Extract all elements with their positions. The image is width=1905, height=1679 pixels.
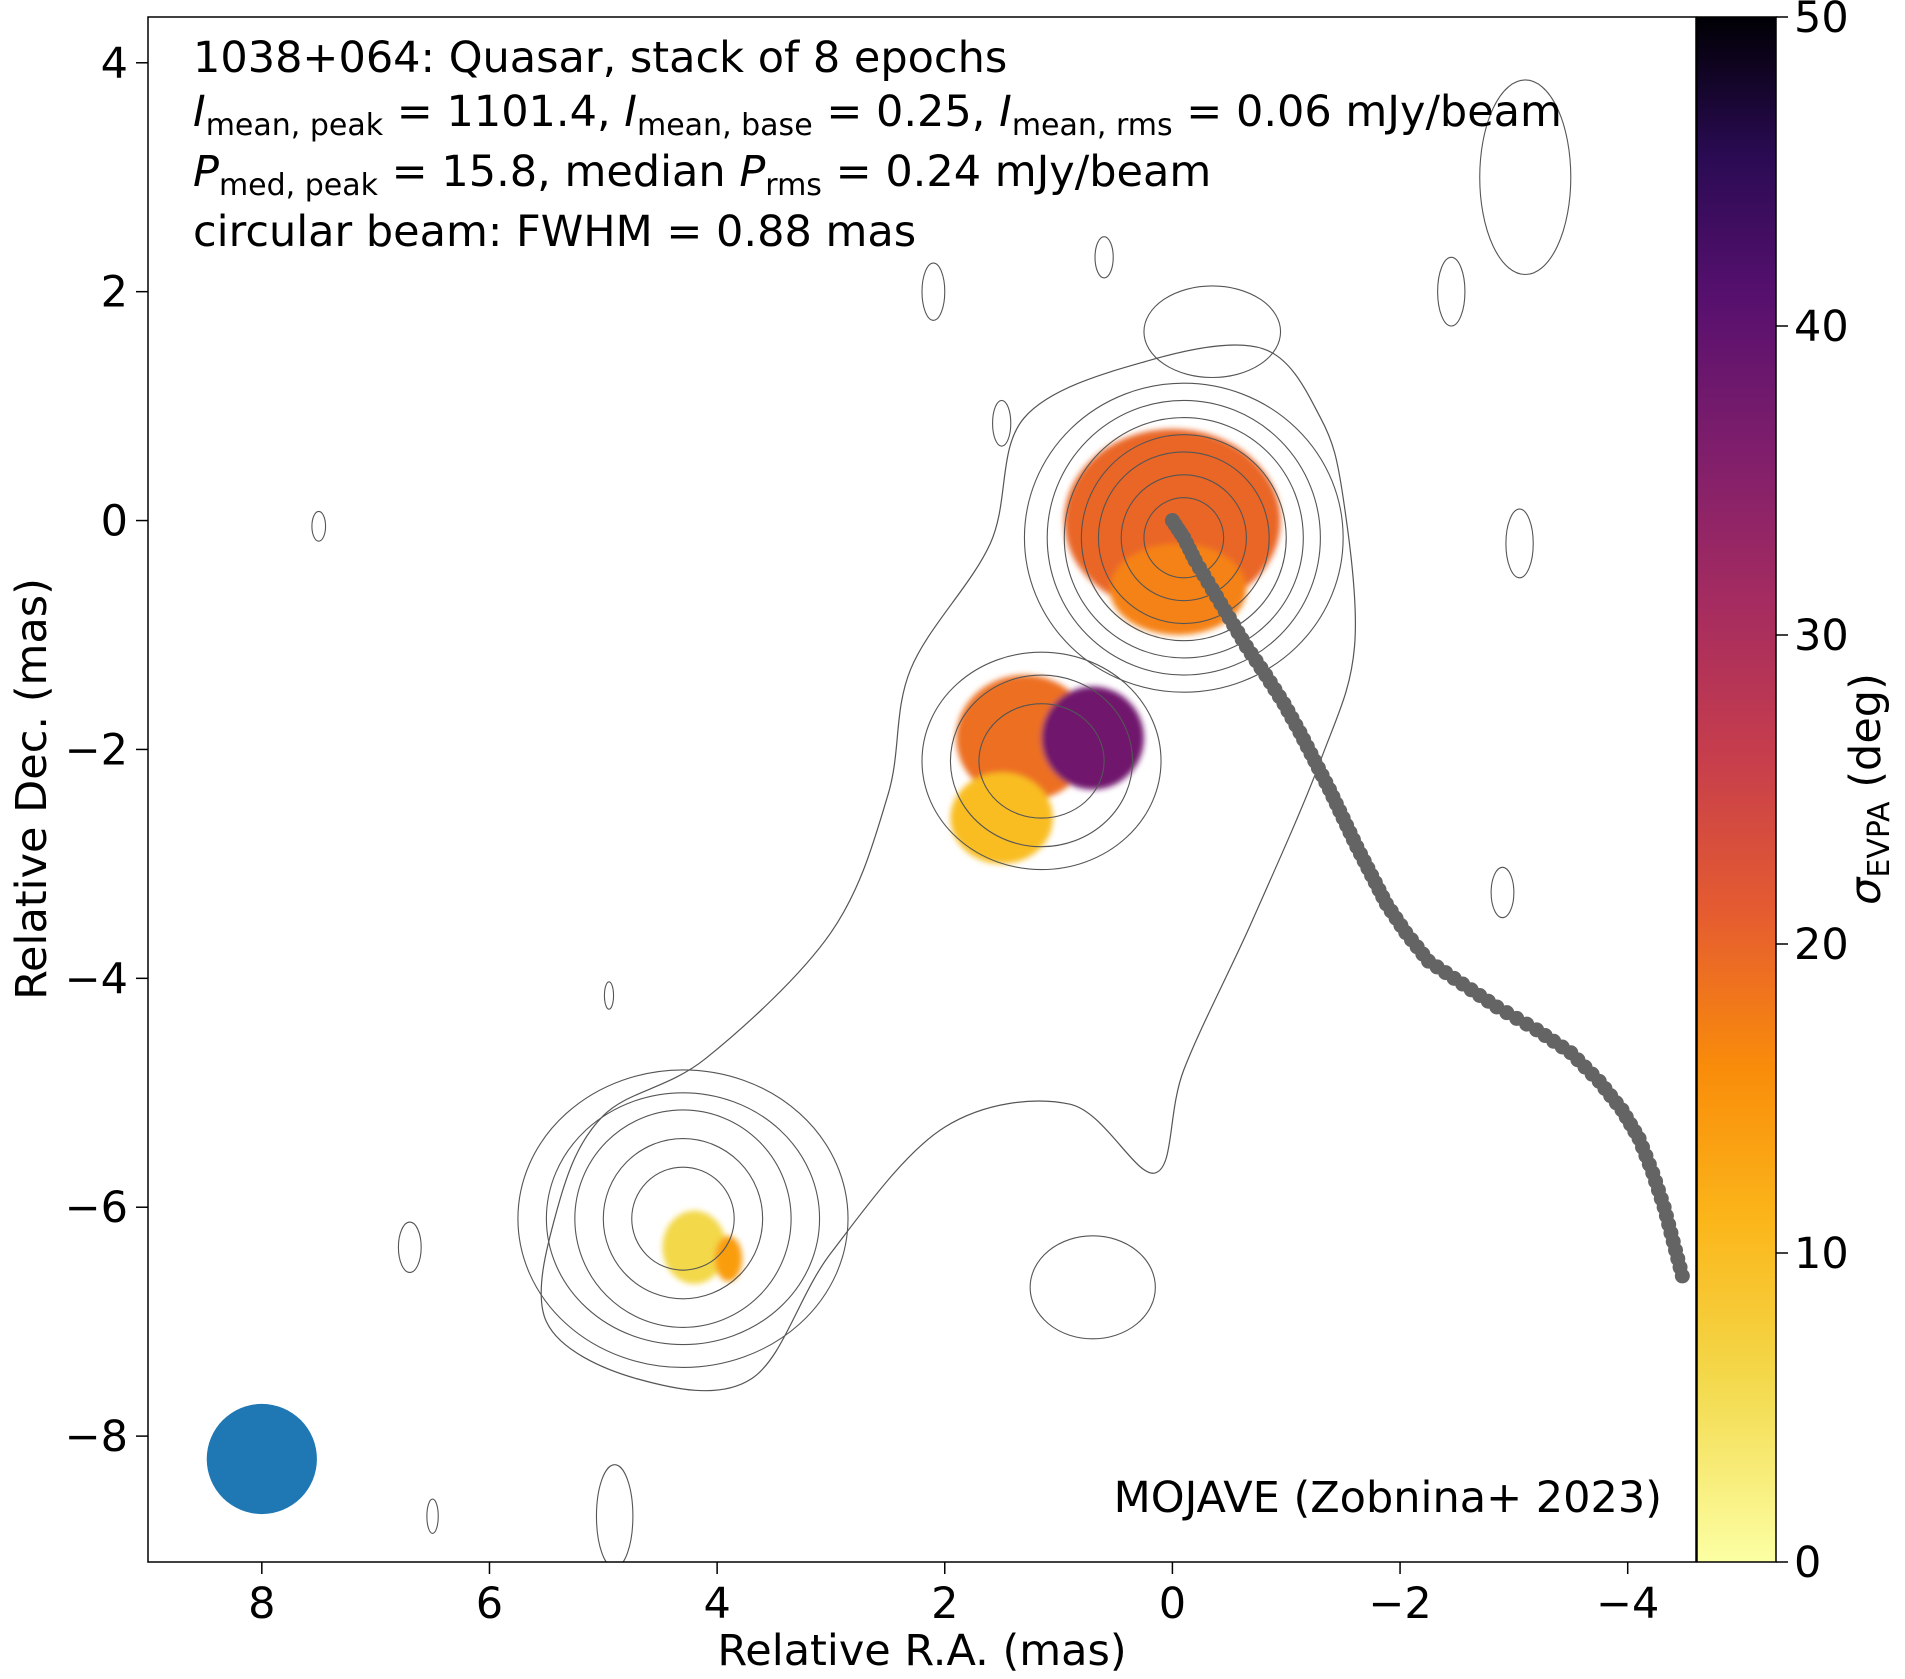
colorbar-ticks: 0 10 20 30 40 50 [1776, 0, 1849, 1588]
contour-level [992, 399, 1012, 447]
y-tick-label: −8 [65, 1412, 128, 1462]
contour-level [978, 703, 1105, 819]
y-axis: 4 2 0 −2 −4 −6 −8 [65, 39, 148, 1462]
x-tick-label: 8 [248, 1579, 275, 1629]
i-mean-base-value: 0.25 [876, 87, 972, 137]
intensity-contours [311, 79, 1572, 1562]
y-axis-label: Relative Dec. (mas) [7, 578, 57, 1000]
contour-level [1437, 256, 1466, 327]
title-line-3: Pmed, peak = 15.8, median Prms = 0.24 mJ… [193, 147, 1211, 203]
x-tick-label: 0 [1159, 1579, 1186, 1629]
contour-level [602, 1138, 764, 1300]
evpa-pixel-region [1041, 686, 1144, 790]
colorbar-tick-label: 50 [1794, 0, 1849, 43]
contour-level [426, 1498, 439, 1534]
x-axis-label: Relative R.A. (mas) [717, 1626, 1126, 1676]
ridgeline [1164, 513, 1690, 1284]
ridgeline-point [1674, 1268, 1690, 1284]
y-tick-label: −2 [65, 725, 128, 775]
colorbar: 0 10 20 30 40 50 σEVPA (deg) [1696, 0, 1897, 1588]
evpa-pixel-region [714, 1235, 743, 1282]
contour-level [1029, 1235, 1156, 1340]
contour-level [1143, 497, 1225, 579]
plot-background [148, 17, 1696, 1562]
colorbar-tick-label: 40 [1794, 302, 1849, 352]
colorbar-tick-label: 10 [1794, 1229, 1849, 1279]
evpa-pixel-region [662, 1210, 727, 1284]
colorbar-gradient [1697, 17, 1776, 1562]
x-tick-label: 4 [703, 1579, 730, 1629]
y-tick-label: 4 [101, 39, 128, 89]
contour-level [1094, 236, 1114, 279]
p-med-peak-value: 15.8 [441, 147, 537, 197]
colorbar-frame [1696, 16, 1777, 1563]
evpa-pixel-region [950, 772, 1053, 864]
contour-level [949, 674, 1134, 848]
i-symbol: I [193, 87, 206, 137]
x-tick-label: −4 [1596, 1579, 1659, 1629]
contour-level [603, 981, 615, 1010]
y-tick-label: 0 [101, 497, 128, 547]
p-rms-value: 0.24 [885, 147, 981, 197]
plot-frame [147, 16, 1697, 1563]
contour-level [1479, 79, 1572, 276]
title-line-4: circular beam: FWHM = 0.88 mas [193, 207, 916, 257]
contour-level [1143, 285, 1282, 379]
contour-level [397, 1221, 422, 1274]
x-tick-label: 6 [476, 1579, 503, 1629]
contour-level [574, 1109, 792, 1328]
y-tick-label: −4 [65, 954, 128, 1004]
contour-level [545, 1092, 821, 1346]
contour-level [1120, 474, 1247, 602]
contour-level [1490, 866, 1515, 919]
i-mean-rms-value: 0.06 [1236, 87, 1332, 137]
plot-area [147, 16, 1697, 1563]
colorbar-tick-label: 20 [1794, 920, 1849, 970]
i-mean-peak-value: 1101.4 [446, 87, 596, 137]
y-tick-label: −6 [65, 1183, 128, 1233]
x-tick-label: −2 [1368, 1579, 1431, 1629]
contour-level [1046, 399, 1321, 676]
contour-level [921, 651, 1162, 871]
colorbar-tick-label: 30 [1794, 611, 1849, 661]
contour-level [517, 1069, 849, 1368]
credit-label: MOJAVE (Zobnina+ 2023) [1114, 1473, 1662, 1523]
i-sub-peak: mean, peak [206, 108, 384, 143]
contour-level [1097, 451, 1270, 625]
contour-level [921, 262, 946, 321]
colorbar-label: σEVPA (deg) [1841, 673, 1897, 905]
title-line-1: 1038+064: Quasar, stack of 8 epochs [193, 33, 1007, 83]
contour-level [1063, 417, 1304, 659]
x-tick-label: 2 [931, 1579, 958, 1629]
contour-level [1023, 382, 1344, 693]
contour-level [631, 1166, 735, 1271]
colorbar-tick-label: 0 [1794, 1538, 1821, 1588]
contour-level [595, 1464, 634, 1562]
contour-level [311, 510, 327, 542]
contour-level [1505, 508, 1534, 579]
contour-level [1080, 434, 1287, 642]
beam-ellipse [206, 1403, 317, 1515]
title-block: 1038+064: Quasar, stack of 8 epochs Imea… [193, 33, 1562, 257]
x-axis: 8 6 4 2 0 −2 −4 [248, 1562, 1659, 1629]
contour-outer [540, 344, 1356, 1392]
y-tick-label: 2 [101, 268, 128, 318]
title-line-2: Imean, peak = 1101.4, Imean, base = 0.25… [193, 87, 1562, 143]
